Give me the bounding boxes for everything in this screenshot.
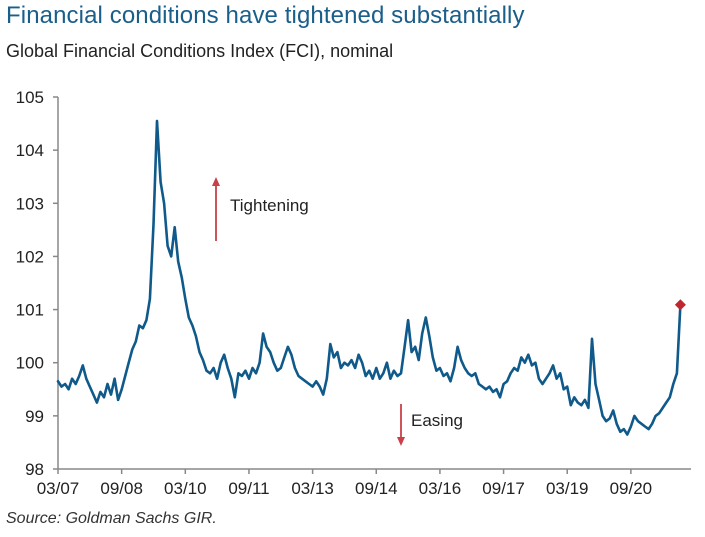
x-tick-label: 03/16 [419,479,462,498]
easing-label: Easing [411,411,463,430]
annotations: Tightening Easing [212,177,463,446]
x-tick-label: 03/10 [164,479,207,498]
y-tick-label: 99 [25,407,44,426]
latest-value-marker [674,299,686,311]
tightening-label: Tightening [230,196,309,215]
series-group [56,119,686,436]
fci-series-line [56,119,682,436]
source-note: Source: Goldman Sachs GIR. [6,510,217,527]
x-tick-label: 03/07 [37,479,80,498]
y-tick-label: 103 [16,194,44,213]
tightening-arrowhead-icon [212,177,220,186]
y-tick-label: 98 [25,460,44,479]
x-tick-label: 03/13 [291,479,334,498]
y-tick-label: 100 [16,354,44,373]
y-tick-label: 105 [16,88,44,107]
easing-arrowhead-icon [397,437,405,446]
x-tick-label: 09/20 [610,479,653,498]
chart-title: Financial conditions have tightened subs… [6,2,525,29]
y-tick-label: 104 [16,141,44,160]
x-tick-labels: 03/07 09/08 03/10 09/11 03/13 09/14 03/16 09/17… [37,479,652,498]
x-tick-label: 09/08 [100,479,143,498]
x-tick-label: 03/19 [546,479,589,498]
x-tick-label: 09/17 [482,479,525,498]
x-tick-label: 09/14 [355,479,398,498]
y-tick-labels: 98 99 100 101 102 103 104 105 [16,88,44,479]
axes [53,96,691,474]
x-tick-label: 09/11 [228,479,269,498]
chart-subtitle: Global Financial Conditions Index (FCI),… [6,41,394,61]
y-tick-label: 101 [16,301,44,320]
y-tick-label: 102 [16,247,44,266]
